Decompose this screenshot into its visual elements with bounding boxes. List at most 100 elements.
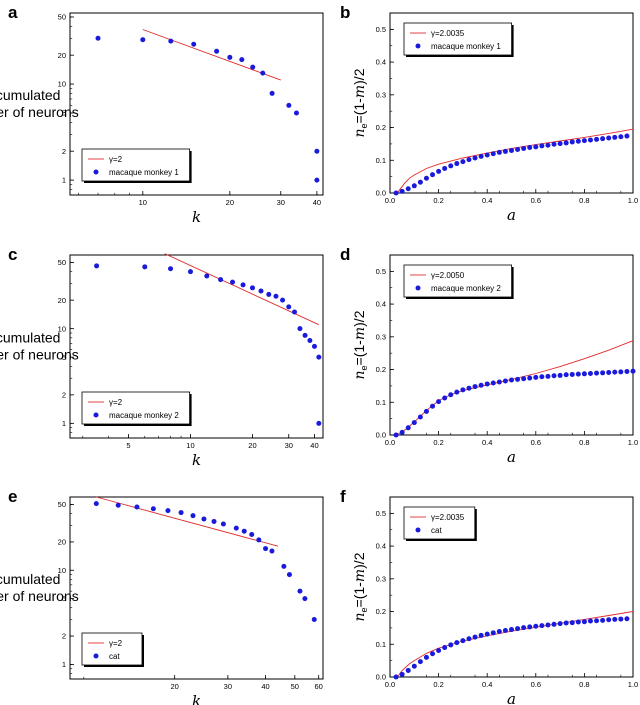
data-point [233, 525, 239, 531]
data-point [230, 279, 236, 285]
data-point [314, 177, 320, 183]
data-point [600, 136, 606, 142]
y-axis-title-part: m [352, 85, 368, 98]
data-point [273, 293, 279, 299]
panel-letter: d [340, 245, 350, 264]
data-point [490, 380, 496, 386]
y-axis-title-line2: number of neurons [0, 104, 79, 120]
y-tick-label: 1 [62, 660, 66, 669]
data-point [545, 622, 551, 628]
data-point [204, 273, 210, 279]
legend-label-fit: γ=2.0035 [431, 513, 465, 522]
data-point [393, 432, 399, 438]
data-point [563, 140, 569, 146]
y-tick-label: 0.4 [376, 300, 386, 309]
x-tick-label: 60 [315, 682, 323, 691]
panel-a: a 10 20 30 40 1 2 5 10 20 50 k Accumulatednumber of … [0, 3, 324, 226]
data-point [442, 645, 448, 651]
data-point [399, 671, 405, 677]
y-tick-label: 50 [58, 13, 66, 22]
legend-label-data: macaque monkey 1 [431, 42, 501, 51]
data-point [165, 508, 171, 514]
data-point [393, 190, 399, 196]
y-tick-label: 2 [62, 147, 66, 156]
data-point [557, 621, 563, 627]
x-tick-label: 10 [139, 198, 147, 207]
x-axis-title: k [192, 692, 201, 705]
x-tick-label: 0.8 [579, 438, 589, 447]
x-tick-label: 40 [313, 198, 321, 207]
data-point [316, 354, 322, 360]
data-point [502, 628, 508, 634]
data-point [250, 64, 256, 70]
data-point [575, 371, 581, 377]
data-point [430, 172, 436, 178]
y-axis-title-part: =(1- [351, 582, 367, 608]
data-point [624, 369, 630, 375]
data-point [587, 137, 593, 143]
y-axis-title-line1: Accumulated [0, 571, 60, 587]
data-point [581, 138, 587, 144]
y-tick-label: 0.4 [376, 58, 386, 67]
data-point [187, 269, 193, 275]
legend-box [403, 22, 512, 56]
data-point [502, 378, 508, 384]
data-point [581, 371, 587, 377]
data-point [539, 143, 545, 149]
data-point [563, 372, 569, 378]
y-tick-label: 0.0 [376, 673, 386, 682]
x-tick-label: 1.0 [628, 438, 638, 447]
y-axis-title-part: e [359, 123, 369, 128]
x-tick-label: 40 [310, 441, 318, 450]
y-tick-label: 5 [62, 353, 66, 362]
legend-box [81, 391, 190, 425]
legend-marker-swatch [415, 43, 421, 49]
data-point [201, 516, 207, 522]
data-point [521, 145, 527, 151]
data-point [399, 429, 405, 435]
x-tick-label: 1.0 [628, 680, 638, 689]
x-tick-label: 0.6 [531, 438, 541, 447]
y-axis-title-part: m [352, 569, 368, 582]
data-point [527, 145, 533, 151]
fit-line [396, 128, 634, 194]
panel-letter: e [8, 487, 17, 506]
legend: γ=2 cat [81, 632, 144, 667]
data-point [286, 102, 292, 108]
x-tick-label: 0.8 [579, 196, 589, 205]
x-tick-label: 30 [224, 682, 232, 691]
data-point [569, 371, 575, 377]
y-axis-title-line1: Accumulated [0, 87, 60, 103]
data-point [612, 369, 618, 375]
legend-label-fit: γ=2 [109, 398, 123, 407]
data-point [545, 373, 551, 379]
data-point [286, 572, 292, 578]
data-point [545, 142, 551, 148]
legend-label-fit: γ=2 [109, 639, 123, 648]
data-point [168, 266, 174, 272]
legend-marker-swatch [93, 169, 99, 175]
data-point [269, 548, 275, 554]
data-point [405, 667, 411, 673]
data-point [94, 263, 100, 269]
data-point [630, 368, 636, 374]
x-tick-label: 0.0 [385, 680, 395, 689]
data-point [594, 618, 600, 624]
data-point [612, 134, 618, 140]
x-tick-label: 0.6 [531, 680, 541, 689]
data-point [405, 425, 411, 431]
data-point [442, 165, 448, 171]
data-point [618, 134, 624, 140]
data-point [314, 148, 320, 154]
data-point [502, 148, 508, 154]
data-point [624, 616, 630, 622]
data-point [527, 375, 533, 381]
data-point [297, 326, 303, 332]
y-axis-title-line2: number of neurons [0, 588, 79, 604]
data-point [606, 617, 612, 623]
data-point [454, 161, 460, 167]
y-tick-label: 2 [62, 390, 66, 399]
y-tick-label: 0.5 [376, 25, 386, 34]
data-point [281, 563, 287, 569]
data-point [515, 146, 521, 152]
